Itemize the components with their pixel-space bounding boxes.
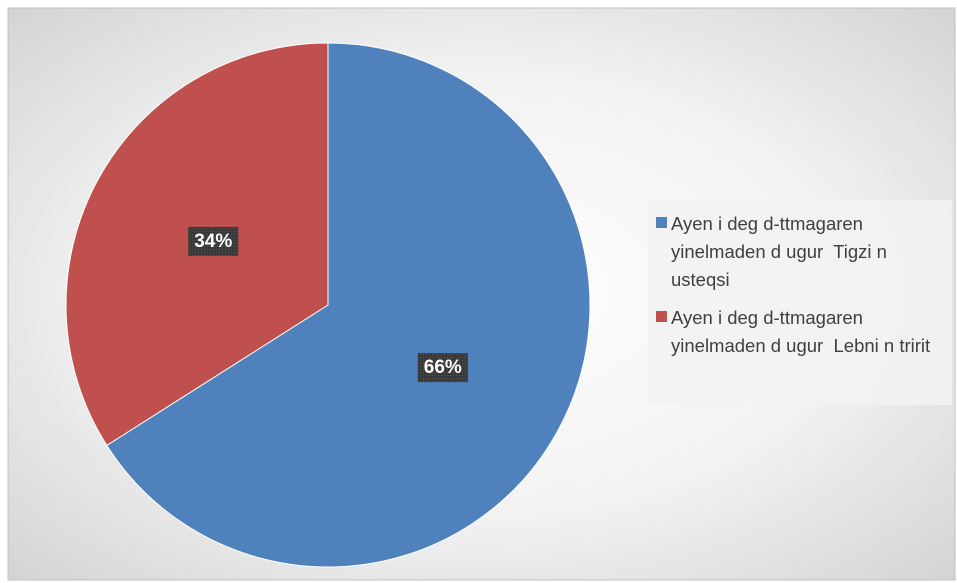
data-label: 66%: [424, 357, 462, 378]
data-label-background: [188, 226, 239, 256]
data-label: 34%: [194, 231, 232, 252]
pie: 66% 34%: [65, 42, 591, 568]
legend-entry: Ayen i deg d-ttmagaren yinelmaden d ugur…: [656, 210, 944, 294]
legend-swatch: [656, 217, 667, 228]
legend-entry: Ayen i deg d-ttmagaren yinelmaden d ugur…: [656, 304, 944, 360]
legend: Ayen i deg d-ttmagaren yinelmaden d ugur…: [648, 200, 952, 405]
pie-slice: [106, 42, 591, 568]
legend-label: Ayen i deg d-ttmagaren yinelmaden d ugur…: [671, 213, 893, 290]
legend-swatch: [656, 311, 667, 322]
data-label-background: [417, 353, 468, 383]
legend-label: Ayen i deg d-ttmagaren yinelmaden d ugur…: [671, 307, 931, 356]
